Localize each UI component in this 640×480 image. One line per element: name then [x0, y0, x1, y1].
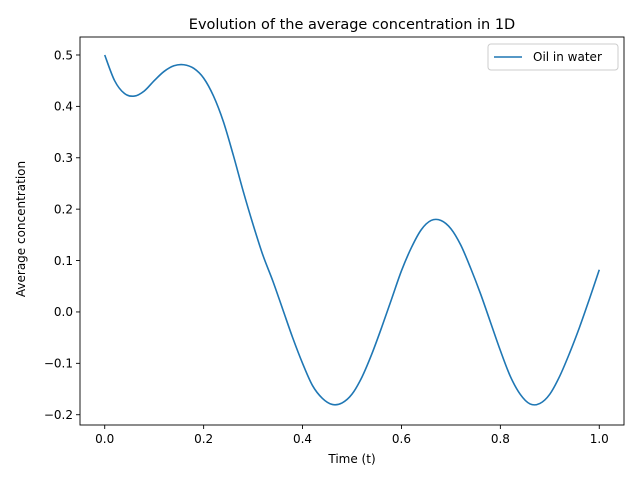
chart-title: Evolution of the average concentration i…: [189, 17, 515, 33]
y-tick-label: −0.1: [44, 357, 73, 371]
y-tick-label: 0.2: [54, 202, 73, 216]
x-tick-label: 0.0: [95, 432, 114, 446]
x-axis-ticks: 0.0 0.2 0.4 0.6 0.8 1.0: [95, 425, 609, 446]
y-tick-label: −0.2: [44, 408, 73, 422]
y-tick-label: 0.4: [54, 100, 73, 114]
y-tick-label: 0.3: [54, 151, 73, 165]
series-line-oil-in-water: [103, 54, 601, 406]
x-axis-label: Time (t): [327, 452, 375, 466]
y-tick-label: 0.1: [54, 254, 73, 268]
x-tick-label: 0.4: [293, 432, 312, 446]
y-tick-label: 0.5: [54, 48, 73, 62]
legend-box: [487, 43, 619, 71]
legend: Oil in water: [487, 43, 619, 71]
y-axis-ticks: −0.2 −0.1 0.0 0.1 0.2 0.3 0.4 0.5: [44, 48, 80, 422]
y-axis-label: Average concentration: [14, 161, 28, 297]
x-tick-label: 0.8: [491, 432, 510, 446]
y-tick-label: 0.0: [54, 305, 73, 319]
x-tick-label: 0.2: [194, 432, 213, 446]
legend-label-oil-in-water: Oil in water: [533, 50, 602, 64]
x-tick-label: 0.6: [392, 432, 411, 446]
axes-frame: [79, 36, 625, 426]
x-tick-label: 1.0: [590, 432, 609, 446]
plot-area: [79, 36, 625, 426]
